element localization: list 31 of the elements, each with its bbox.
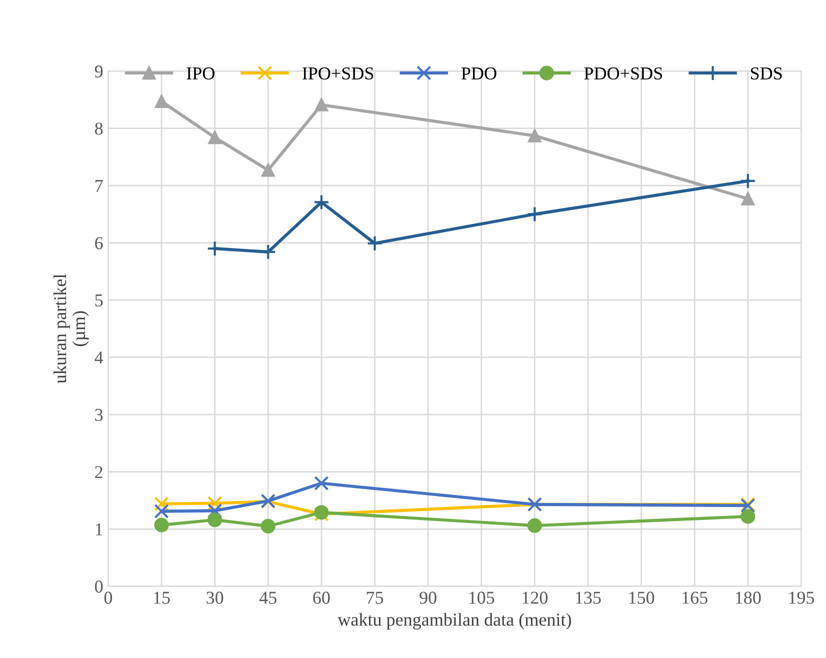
y-tick-label: 3 xyxy=(95,408,103,421)
y-tick-label: 7 xyxy=(96,180,103,192)
legend-label: SDS xyxy=(751,67,782,80)
x-tick-label: 105 xyxy=(469,592,494,604)
x-tick-label: 120 xyxy=(522,592,548,604)
x-tick-label: 180 xyxy=(736,592,761,604)
x-tick-label: 75 xyxy=(366,592,384,604)
y-tick-label: 8 xyxy=(95,122,103,135)
x-tick-label: 0 xyxy=(104,592,112,604)
legend-label: PDO xyxy=(461,67,496,80)
y-axis-title: ukuran partikel (µm) xyxy=(54,274,89,384)
x-tick-label: 195 xyxy=(789,592,814,604)
legend-label: PDO+SDS xyxy=(584,67,662,80)
y-tick-label: 0 xyxy=(95,580,103,593)
x-tick-label: 60 xyxy=(313,592,330,604)
legend-label: IPO xyxy=(186,67,214,80)
y-tick-label: 1 xyxy=(96,523,102,536)
y-tick-label: 5 xyxy=(95,294,103,306)
x-tick-label: 30 xyxy=(206,592,224,604)
x-tick-label: 45 xyxy=(259,592,276,604)
y-tick-label: 4 xyxy=(94,352,104,364)
legend-label: IPO+SDS xyxy=(302,67,374,80)
x-tick-label: 165 xyxy=(682,592,708,604)
x-tick-label: 135 xyxy=(576,592,601,604)
y-tick-label: 2 xyxy=(95,466,102,478)
x-axis-title: waktu pengambilan data (menit) xyxy=(338,613,571,630)
y-tick-label: 9 xyxy=(94,65,103,78)
x-tick-label: 150 xyxy=(629,592,654,604)
x-tick-label: 90 xyxy=(420,592,436,604)
y-tick-label: 6 xyxy=(95,237,103,250)
x-tick-label: 15 xyxy=(154,592,170,604)
